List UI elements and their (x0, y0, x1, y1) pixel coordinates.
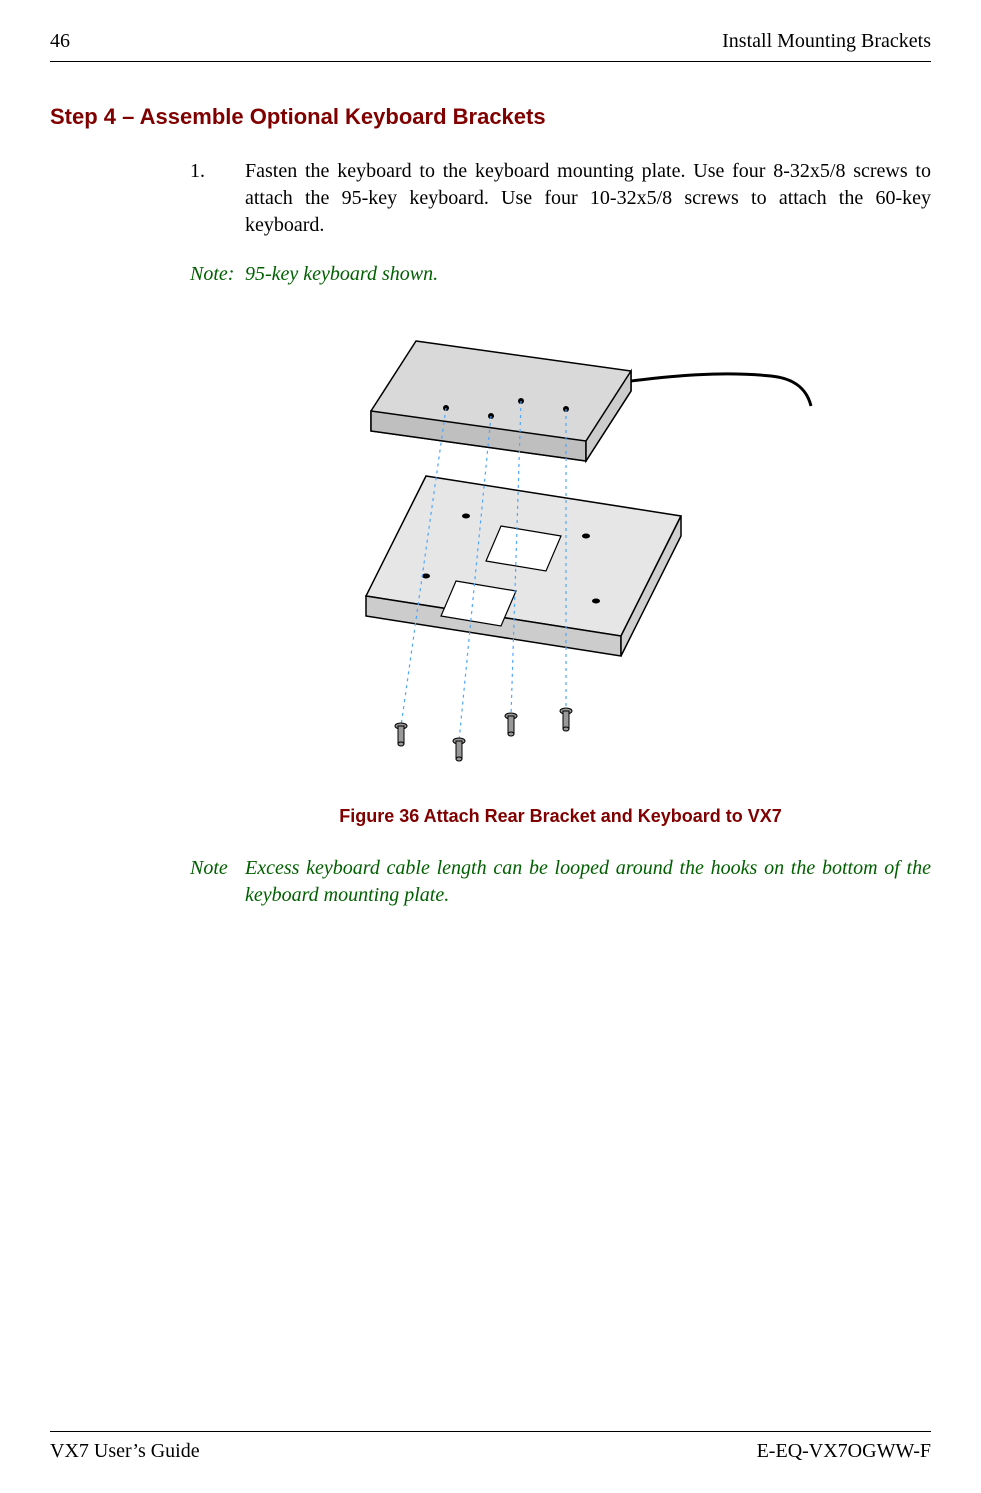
note-label-2: Note (190, 855, 245, 909)
page: 46 Install Mounting Brackets Step 4 – As… (0, 0, 981, 1493)
note-2: Note Excess keyboard cable length can be… (190, 855, 931, 909)
figure-caption: Figure 36 Attach Rear Bracket and Keyboa… (339, 806, 781, 827)
figure-svg (301, 316, 821, 776)
footer-left: VX7 User’s Guide (50, 1440, 200, 1463)
list-item-1: 1. Fasten the keyboard to the keyboard m… (190, 158, 931, 239)
footer-right: E-EQ-VX7OGWW-F (757, 1440, 931, 1463)
step-heading: Step 4 – Assemble Optional Keyboard Brac… (50, 104, 931, 130)
figure: Figure 36 Attach Rear Bracket and Keyboa… (190, 316, 931, 827)
list-number: 1. (190, 158, 245, 239)
list-text: Fasten the keyboard to the keyboard moun… (245, 158, 931, 239)
note-label: Note: (190, 261, 245, 288)
body-block: 1. Fasten the keyboard to the keyboard m… (190, 158, 931, 937)
figure-image (301, 316, 821, 776)
note-1: Note: 95-key keyboard shown. (190, 261, 931, 288)
page-header: 46 Install Mounting Brackets (50, 30, 931, 62)
page-number: 46 (50, 30, 70, 53)
section-title: Install Mounting Brackets (722, 30, 931, 53)
note-text-2: Excess keyboard cable length can be loop… (245, 855, 931, 909)
page-footer: VX7 User’s Guide E-EQ-VX7OGWW-F (50, 1431, 931, 1463)
note-text: 95-key keyboard shown. (245, 261, 438, 288)
